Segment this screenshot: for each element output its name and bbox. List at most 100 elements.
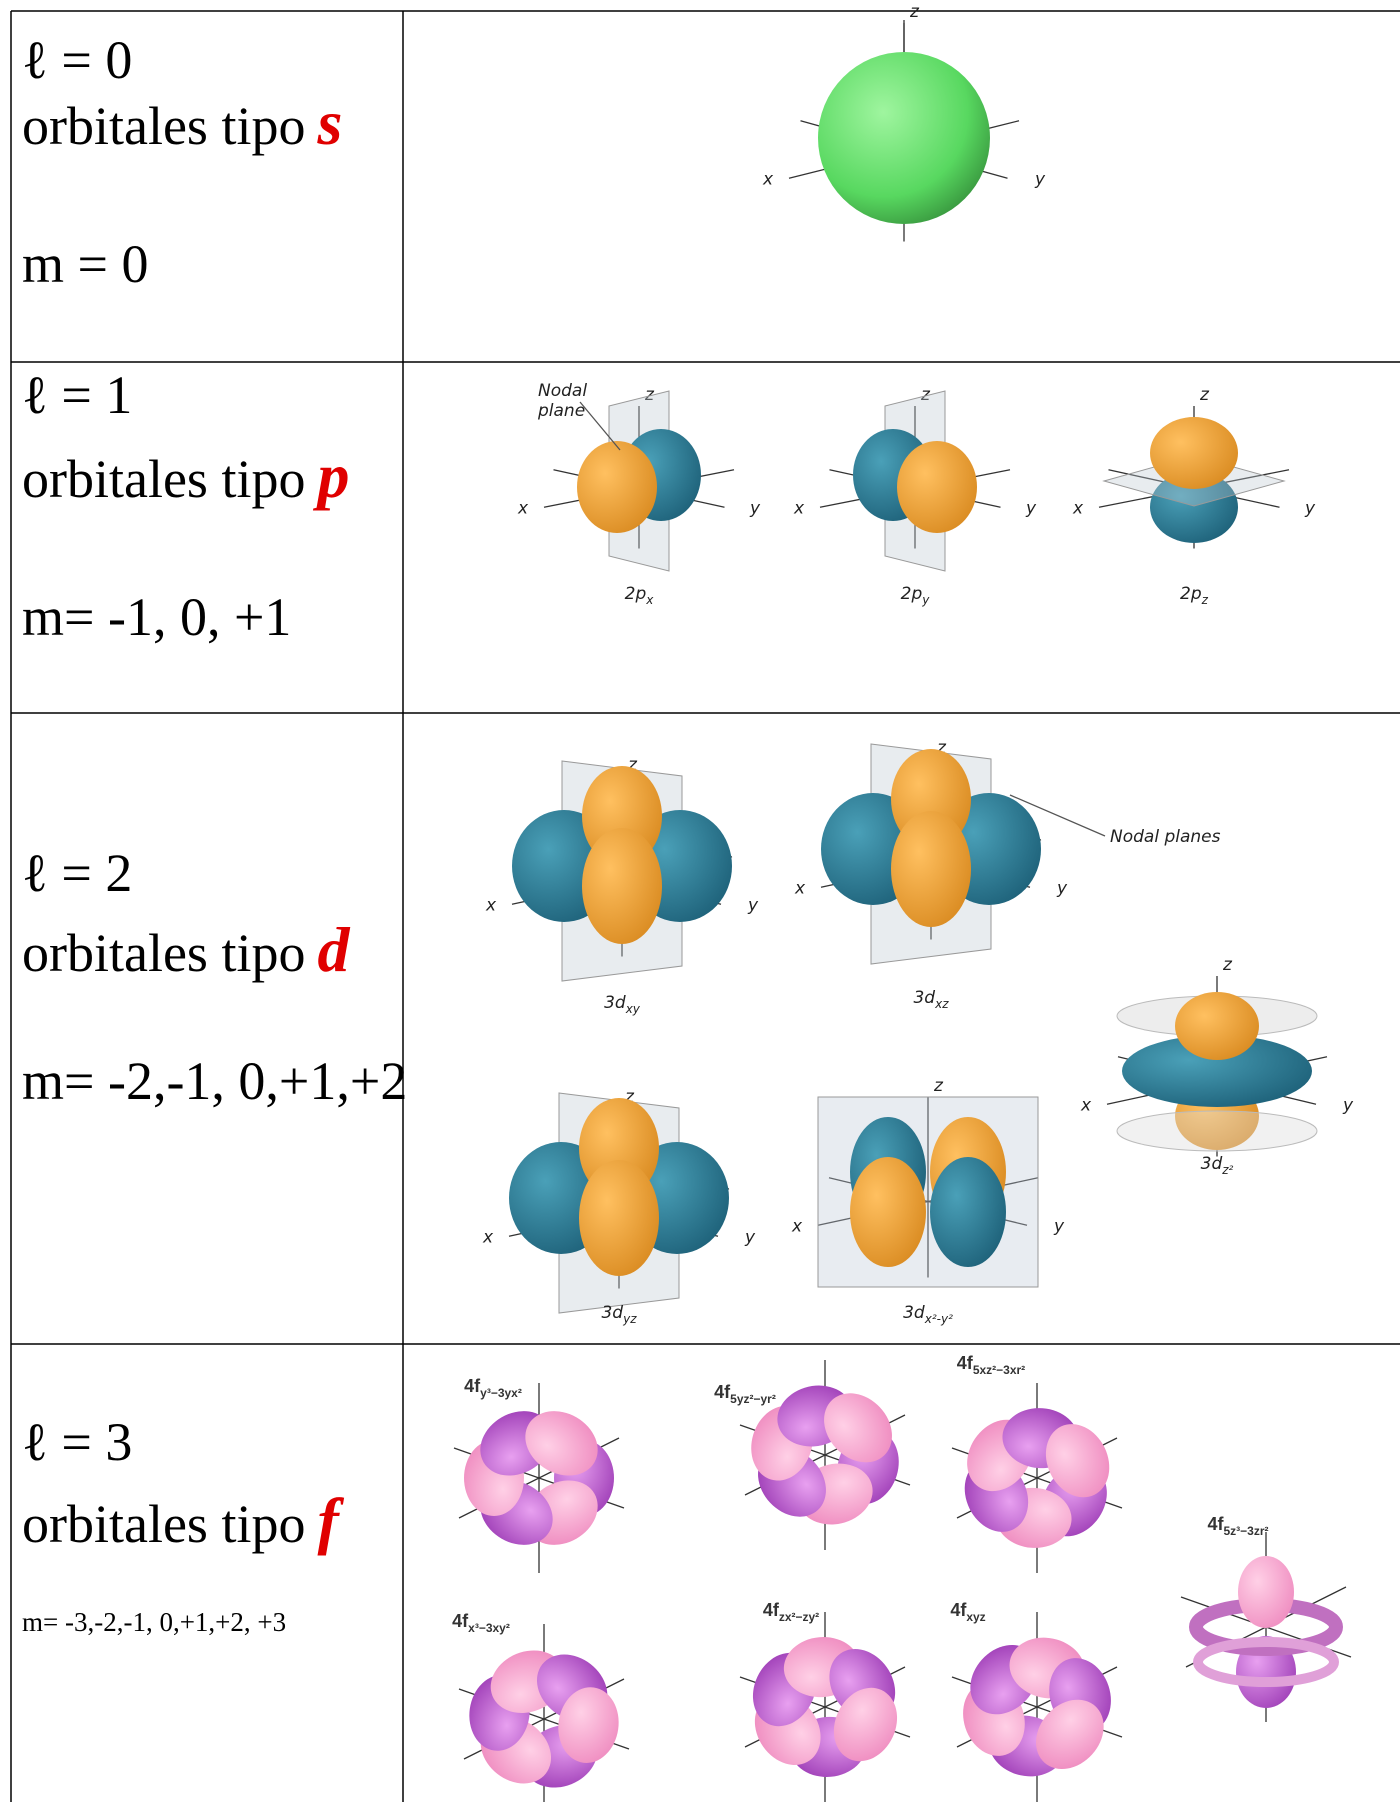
- nodal-cone: [1116, 1110, 1318, 1152]
- orbital-lobe: [824, 1393, 892, 1463]
- orbital-lobe: [1150, 417, 1238, 489]
- label-sub: 5yz²−yr²: [730, 1392, 776, 1406]
- m-values: m= -3,-2,-1, 0,+1,+2, +3: [22, 1607, 286, 1637]
- axis-label: x: [482, 1227, 494, 1247]
- axis-label: x: [762, 169, 774, 189]
- orbital-label: 3dxy: [604, 993, 641, 1016]
- type-letter: p: [312, 440, 349, 511]
- axis-label: y: [747, 895, 759, 915]
- orbital-lobe: [1150, 471, 1238, 543]
- label-sub: yz: [622, 1312, 637, 1326]
- axis-label: y: [744, 1227, 756, 1247]
- axis-line: [579, 401, 621, 451]
- l-value: ℓ = 0: [22, 30, 132, 90]
- orbital-label: 2pz: [1180, 584, 1209, 607]
- type-text: orbitales tipo: [22, 96, 305, 156]
- label-main: 4f: [950, 1600, 967, 1620]
- note: plane: [537, 401, 585, 421]
- type-text: orbitales tipo: [22, 449, 305, 509]
- orbital-label: 3dyz: [601, 1303, 637, 1326]
- orbital-label: 4fzx²−zy²: [763, 1600, 819, 1624]
- orbital-type: orbitales tipo p: [22, 440, 349, 511]
- orbital-label: 4fy³−3yx²: [464, 1376, 522, 1400]
- label-sub: xyz: [966, 1610, 985, 1624]
- orbital-label: 3dz²: [1201, 1154, 1234, 1177]
- note: Nodal planes: [1110, 827, 1221, 847]
- orbital-lobe: [850, 1157, 926, 1267]
- orbital-lobe: [891, 811, 971, 927]
- label-main: 2p: [901, 584, 923, 604]
- axis-label: z: [1199, 385, 1210, 405]
- axis-label: x: [793, 498, 805, 518]
- note: Nodal: [538, 381, 587, 401]
- type-letter: s: [316, 87, 342, 158]
- type-text: orbitales tipo: [22, 923, 305, 983]
- nodal-plane: [817, 1096, 1039, 1288]
- label-main: 3d: [604, 993, 626, 1013]
- m-values: m= -1, 0, +1: [22, 587, 291, 647]
- axis-label: x: [794, 878, 806, 898]
- axis-label: x: [1080, 1095, 1092, 1115]
- orbital-sphere: [818, 52, 990, 224]
- axis-label: z: [920, 385, 931, 405]
- orbital-lobe: [833, 1687, 898, 1762]
- label-main: 4f: [714, 1382, 731, 1402]
- axis-label: z: [1222, 955, 1233, 975]
- axis-label: y: [1304, 498, 1316, 518]
- label-main: 4f: [464, 1376, 481, 1396]
- label-main: 2p: [1180, 584, 1202, 604]
- orbital-type: orbitales tipo f: [22, 1485, 344, 1556]
- orbital-lobe: [1238, 1556, 1294, 1628]
- label-main: 3d: [1201, 1154, 1223, 1174]
- m-values: m= -2,-1, 0,+1,+2: [22, 1051, 407, 1111]
- l-value: ℓ = 1: [22, 365, 132, 425]
- axis-label: y: [1034, 169, 1046, 189]
- label-main: 4f: [957, 1353, 974, 1373]
- orbital-label: 4f5yz²−yr²: [714, 1382, 776, 1406]
- axis-label: x: [791, 1216, 803, 1236]
- orbital-label: 4fx³−3xy²: [452, 1611, 510, 1635]
- orbital-lobe: [582, 828, 662, 944]
- type-letter: f: [317, 1485, 344, 1556]
- orbital-lobe: [558, 1687, 619, 1763]
- label-sub: z: [1201, 593, 1209, 607]
- axis-label: y: [1342, 1095, 1354, 1115]
- l-value: ℓ = 2: [22, 843, 132, 903]
- label-sub: y: [921, 593, 930, 607]
- orbital-lobe: [930, 1157, 1006, 1267]
- orbital-lobe: [897, 441, 977, 533]
- orbital-label: 2px: [625, 584, 655, 607]
- axis-label: z: [936, 738, 947, 758]
- axis-label: x: [485, 895, 497, 915]
- orbital-lobe: [1036, 1699, 1104, 1769]
- label-main: 4f: [452, 1611, 469, 1631]
- orbital-torus: [1193, 1637, 1339, 1687]
- axis-label: z: [627, 755, 638, 775]
- orbital-label: 2py: [901, 584, 931, 607]
- orbital-label: 3dx²-y²: [903, 1303, 953, 1326]
- label-main: 3d: [601, 1303, 623, 1323]
- axis-label: y: [1053, 1216, 1065, 1236]
- orbital-label: 3dxz: [913, 988, 949, 1011]
- label-main: 3d: [903, 1303, 925, 1323]
- label-sub: 5z³−3zr²: [1223, 1524, 1268, 1538]
- label-main: 4f: [763, 1600, 780, 1620]
- m-values: m = 0: [22, 234, 148, 294]
- axis-label: x: [517, 498, 529, 518]
- orbital-type: orbitales tipo d: [22, 914, 350, 985]
- label-sub: x³−3xy²: [468, 1621, 510, 1635]
- axis-line: [1009, 794, 1106, 837]
- orbital-lobe: [525, 1411, 598, 1476]
- axis-label: y: [1056, 878, 1068, 898]
- table-grid: [10, 10, 1400, 1802]
- axis-label: z: [933, 1076, 944, 1096]
- orbital-type: orbitales tipo s: [22, 87, 342, 158]
- type-text: orbitales tipo: [22, 1494, 305, 1554]
- orbital-label: 4f5xz²−3xr²: [957, 1353, 1025, 1377]
- label-sub: z²: [1221, 1163, 1233, 1177]
- axis-label: z: [624, 1087, 635, 1107]
- axis-label: z: [644, 385, 655, 405]
- label-sub: 5xz²−3xr²: [973, 1363, 1025, 1377]
- orbital-lobe: [579, 1160, 659, 1276]
